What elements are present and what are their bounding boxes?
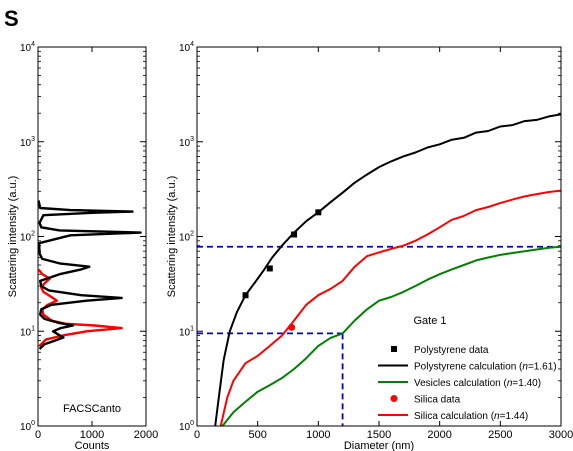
- polystyrene-data-point: [243, 292, 249, 298]
- right-y-tick-label: 103: [179, 136, 194, 149]
- right-x-tick-label: 2500: [488, 429, 512, 441]
- left-histogram-line: [39, 201, 141, 350]
- polystyrene-data-point: [291, 231, 297, 237]
- left-y-tick-label: 102: [20, 231, 35, 244]
- right-y-tick-label: 102: [179, 231, 194, 244]
- right-x-axis-label: Diameter (nm): [344, 440, 414, 451]
- left-x-axis-label: Counts: [75, 440, 110, 451]
- legend-marker-square: [391, 346, 397, 352]
- legend-entry-label: Vesicles calculation (n=1.40): [414, 378, 541, 389]
- right-x-tick-label: 2000: [427, 429, 451, 441]
- legend-entry-label: Silica data: [414, 395, 461, 406]
- right-y-tick-label: 104: [179, 41, 194, 54]
- legend-entry-label: Polystyrene calculation (n=1.61): [414, 362, 557, 373]
- left-histogram-series-red: [39, 269, 122, 346]
- left-y-tick-label: 104: [20, 41, 35, 54]
- series-line-4: [221, 191, 561, 426]
- left-x-tick-label: 2000: [134, 429, 158, 441]
- left-histogram-line: [39, 269, 122, 346]
- left-y-tick-label: 103: [20, 136, 35, 149]
- left-instrument-annotation: FACSCanto: [63, 403, 121, 415]
- left-x-tick-label: 0: [35, 429, 41, 441]
- left-y-axis-label: Scattering intensity (a.u.): [7, 176, 19, 298]
- polystyrene-data-point: [267, 265, 273, 271]
- right-y-axis-label: Scattering intensity (a.u.): [166, 176, 178, 298]
- left-histogram-series-black: [39, 200, 141, 349]
- left-y-tick-label: 101: [20, 325, 35, 338]
- left-y-tick-label: 100: [20, 420, 35, 433]
- gate-label: Gate 1: [413, 315, 446, 327]
- right-y-tick-label: 100: [179, 420, 194, 433]
- right-x-tick-label: 0: [194, 429, 200, 441]
- left-plot-frame: [38, 47, 146, 426]
- legend-entry-label: Polystyrene data: [414, 345, 489, 356]
- right-x-tick-label: 500: [248, 429, 266, 441]
- polystyrene-data-point: [315, 209, 321, 215]
- right-y-tick-label: 101: [179, 325, 194, 338]
- legend-marker-circle: [391, 395, 398, 402]
- right-x-tick-label: 3000: [549, 429, 573, 441]
- legend-entry-label: Silica calculation (n=1.44): [414, 411, 528, 422]
- silica-data-point: [288, 324, 295, 331]
- right-x-tick-label: 1000: [306, 429, 330, 441]
